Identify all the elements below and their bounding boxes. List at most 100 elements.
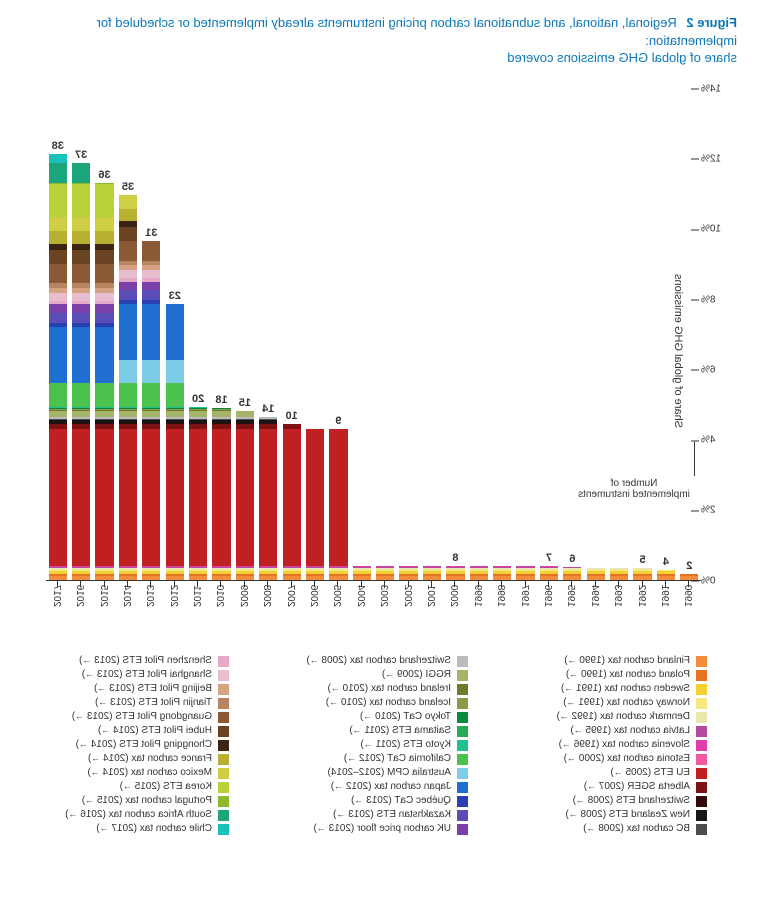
legend-item-hubei: Hubei Pilot ETS (2014 →) <box>30 726 229 737</box>
bar-2017: 38 <box>49 154 67 579</box>
bar-slot: 37 <box>69 89 92 580</box>
x-tick-label: 1992 <box>636 584 647 606</box>
bar-slot: 7 <box>537 89 560 580</box>
x-tick-label: 2014 <box>121 584 132 606</box>
segment-finland <box>212 576 230 580</box>
legend-label: Switzerland carbon tax (2008 →) <box>306 656 451 666</box>
bar-2013: 31 <box>142 241 160 579</box>
x-tick: 2001 <box>420 581 443 621</box>
x-tick-label: 2005 <box>331 584 342 606</box>
segment-euets <box>95 429 113 566</box>
segment-korea <box>49 184 67 217</box>
legend-swatch <box>696 824 707 835</box>
segment-safrica <box>49 163 67 182</box>
legend-label: Tianjin Pilot ETS (2013 →) <box>95 698 212 708</box>
bar-2002 <box>400 566 418 580</box>
bar-slot <box>350 89 373 580</box>
bar-slot <box>514 89 537 580</box>
x-tick-label: 1996 <box>542 584 553 606</box>
legend-swatch <box>696 712 707 723</box>
segment-euets <box>283 429 301 566</box>
bar-1999 <box>470 566 488 579</box>
bar-slot <box>374 89 397 580</box>
bar-2014: 35 <box>119 195 137 580</box>
legend-label: UK carbon price floor (2013 →) <box>314 824 451 834</box>
legend: Finland carbon tax (1990 →)Poland carbon… <box>30 653 707 838</box>
x-tick-label: 2013 <box>144 584 155 606</box>
x-tick: 2007 <box>280 581 303 621</box>
segment-finland <box>142 576 160 580</box>
segment-finland <box>95 576 113 580</box>
legend-label: Finland carbon tax (1990 →) <box>564 656 690 666</box>
legend-swatch <box>696 726 707 737</box>
x-tick-label: 1997 <box>519 584 530 606</box>
bar-slot: 31 <box>140 89 163 580</box>
bar-slot <box>607 89 630 580</box>
legend-item-swissets: Switzerland ETS (2008 →) <box>508 796 707 807</box>
legend-label: Iceland carbon tax (2010 →) <box>326 698 451 708</box>
legend-item-tokyo: Tokyo CaT (2010 →) <box>269 712 468 723</box>
bar-count-label: 4 <box>663 556 669 568</box>
legend-label: Kazakhstan ETS (2013 →) <box>333 810 451 820</box>
segment-finland <box>119 576 137 580</box>
segment-korea <box>72 184 90 217</box>
segment-hubei <box>119 227 137 241</box>
segment-france <box>49 231 67 243</box>
bar-count-label: 14 <box>262 403 274 415</box>
segment-ukfloor <box>119 282 137 291</box>
legend-item-saitama: Saitama ETS (2011 →) <box>269 726 468 737</box>
legend-swatch <box>218 684 229 695</box>
legend-item-mexico: Mexico carbon tax (2014 →) <box>30 768 229 779</box>
segment-finland <box>400 576 418 580</box>
legend-swatch <box>457 768 468 779</box>
legend-swatch <box>696 796 707 807</box>
x-tick: 2011 <box>186 581 209 621</box>
bar-2003 <box>376 566 394 580</box>
bar-count-label: 2 <box>686 560 692 572</box>
segment-california <box>166 383 184 408</box>
x-tick: 1993 <box>607 581 630 621</box>
legend-label: Beijing Pilot ETS (2013 →) <box>94 684 212 694</box>
legend-label: Slovenia carbon tax (1996 →) <box>559 740 690 750</box>
segment-ukfloor <box>72 304 90 313</box>
bar-count-label: 37 <box>75 149 87 161</box>
x-tick: 1992 <box>631 581 654 621</box>
legend-label: Australia CPM (2012–2014) <box>328 768 451 778</box>
bar-slot: 35 <box>116 89 139 580</box>
legend-swatch <box>696 670 707 681</box>
x-tick-label: 2001 <box>425 584 436 606</box>
legend-swatch <box>218 824 229 835</box>
segment-mexico <box>95 217 113 231</box>
bar-2007: 10 <box>283 424 301 580</box>
segment-hubei <box>49 250 67 264</box>
segment-chile <box>49 154 67 163</box>
bar-1998 <box>493 566 511 579</box>
x-tick: 1991 <box>654 581 677 621</box>
legend-item-korea: Korea ETS (2015 →) <box>30 782 229 793</box>
legend-item-norway: Norway carbon tax (1991 →) <box>508 698 707 709</box>
segment-kazakhstan <box>142 290 160 300</box>
figure-title-line1: Regional, national, and subnational carb… <box>97 15 738 48</box>
bar-slot: 4 <box>654 89 677 580</box>
x-tick-label: 2007 <box>285 584 296 606</box>
legend-item-portugal: Portugal carbon tax (2015 →) <box>30 796 229 807</box>
segment-mexico <box>49 217 67 231</box>
bar-count-label: 31 <box>145 227 157 239</box>
bar-slot: 5 <box>631 89 654 580</box>
legend-item-kazakhstan: Kazakhstan ETS (2013 →) <box>269 810 468 821</box>
bar-2006 <box>306 429 324 580</box>
segment-guangdong <box>49 264 67 283</box>
bar-2010: 18 <box>212 408 230 579</box>
legend-item-ukfloor: UK carbon price floor (2013 →) <box>269 824 468 835</box>
legend-label: Estonia carbon tax (2000 →) <box>564 754 690 764</box>
legend-label: Alberta SGER (2007 →) <box>584 782 690 792</box>
bar-count-label: 36 <box>98 169 110 181</box>
legend-item-tianjin: Tianjin Pilot ETS (2013 →) <box>30 698 229 709</box>
legend-swatch <box>696 782 707 793</box>
legend-label: EU ETS (2005 →) <box>610 768 690 778</box>
segment-shanghai <box>95 293 113 301</box>
legend-label: Guangdong Pilot ETS (2013 →) <box>72 712 212 722</box>
segment-shanghai <box>142 270 160 278</box>
bar-slot: 38 <box>46 89 69 580</box>
legend-item-australia: Australia CPM (2012–2014) <box>269 768 468 779</box>
